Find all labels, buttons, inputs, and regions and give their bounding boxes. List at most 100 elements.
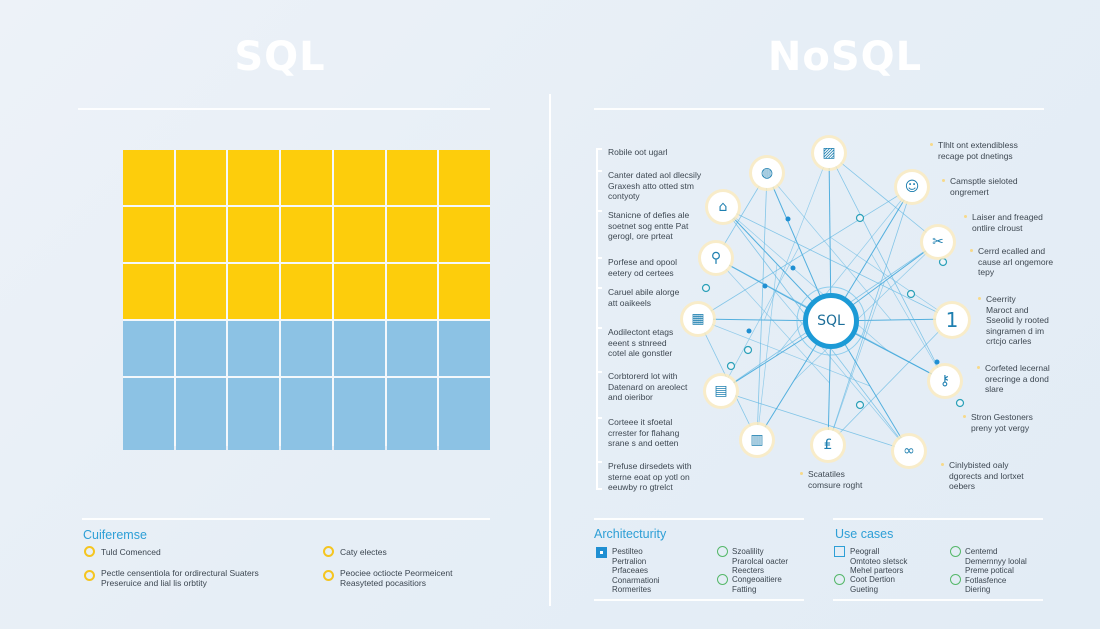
grid-cell-yellow — [439, 264, 490, 319]
yellow-ring-icon — [84, 570, 95, 581]
architecture-bottom-divider — [594, 599, 804, 601]
document-icon: ▥ — [742, 425, 772, 455]
usecases-heading: Use cases — [835, 527, 894, 541]
usecases-list: Coot Dertion Gueting — [850, 575, 895, 594]
grid-cell-yellow — [333, 207, 385, 262]
yellow-ring-icon — [323, 546, 334, 557]
nosql-title: NoSQL — [767, 34, 923, 80]
green-check-icon — [717, 546, 728, 557]
grid-cell-yellow — [228, 150, 280, 205]
grid-cell-yellow — [333, 264, 385, 319]
number-one-icon: 1 — [936, 304, 968, 336]
right-note: Stron Gestoners preny yot vergy — [963, 412, 1071, 433]
right-note: Corfeted lecernal orecringe a dond slare — [977, 363, 1085, 395]
green-clock-icon — [950, 574, 961, 585]
grid-cell-blue — [123, 378, 174, 450]
currency-icon: ₤ — [813, 430, 843, 460]
grid-cell-blue — [123, 321, 174, 376]
sql-bottom-item: Tuld Comenced — [101, 547, 161, 557]
architecture-heading: Architecturity — [594, 527, 667, 541]
grid-cell-yellow — [123, 150, 174, 205]
bracket-tick — [596, 170, 602, 172]
left-note: Canter dated aol dlecsily Graxesh atto o… — [608, 170, 702, 201]
grid-cell-yellow — [386, 150, 438, 205]
sql-table-grid — [123, 150, 490, 450]
right-note: Ceerrity Maroct and Sseolid ly rooted si… — [978, 294, 1086, 347]
grid-cell-yellow — [439, 207, 490, 262]
user-icon: ☺ — [897, 172, 927, 202]
architecture-list: Szoalility Prarolcal oacter Reecters — [732, 547, 789, 576]
grid-cell-blue — [333, 321, 385, 376]
sql-bottom-divider — [82, 518, 490, 520]
grid-cell-blue — [228, 321, 280, 376]
grid-cell-blue — [228, 378, 280, 450]
bracket-tick — [596, 461, 602, 463]
sql-bottom-item: Peociee octiocte Peormeicent Reasyteted … — [340, 568, 453, 588]
usecases-top-divider — [833, 518, 1043, 520]
green-refresh-icon — [950, 546, 961, 557]
bracket-tick — [596, 488, 602, 490]
bracket-tick — [596, 371, 602, 373]
grid-cell-yellow — [281, 207, 332, 262]
yellow-ring-icon — [84, 546, 95, 557]
bracket-tick — [596, 327, 602, 329]
central-hub: SQL — [803, 293, 859, 349]
sql-title: SQL — [234, 34, 326, 80]
left-note: Stanicne of defies ale soetnet sog entte… — [608, 210, 690, 241]
right-note: Cinlybisted oaly dgorects and lortxet oe… — [941, 460, 1049, 492]
grid-cell-yellow — [123, 264, 174, 319]
cube-icon: ▦ — [683, 304, 713, 334]
grid-cell-yellow — [386, 264, 438, 319]
grid-cell-yellow — [439, 150, 490, 205]
grid-cell-yellow — [281, 150, 332, 205]
grid-cell-blue — [175, 321, 227, 376]
grid-cell-yellow — [175, 207, 227, 262]
left-note: Porfese and opool eetery od certees — [608, 257, 677, 278]
search-icon: ⚲ — [701, 243, 731, 273]
globe-icon: ◍ — [752, 158, 782, 188]
chart-icon: ▨ — [814, 138, 844, 168]
grid-cell-blue — [439, 321, 490, 376]
grid-cell-blue — [333, 378, 385, 450]
grid-cell-yellow — [333, 150, 385, 205]
grid-cell-yellow — [228, 207, 280, 262]
grid-cell-blue — [281, 378, 332, 450]
architecture-list: Pestilteo Pertralion Prfaceaes Conarmati… — [612, 547, 660, 595]
sql-bottom-item: Caty electes — [340, 547, 387, 557]
bracket-tick — [596, 210, 602, 212]
key-icon: ⚷ — [930, 366, 960, 396]
sql-title-divider — [78, 108, 490, 110]
grid-cell-blue — [386, 321, 438, 376]
center-divider — [549, 94, 551, 606]
left-note: Robile oot ugarl — [608, 147, 668, 157]
left-note: Corteee it sfoetal crrester for flahang … — [608, 417, 680, 448]
green-check-icon — [834, 574, 845, 585]
yellow-ring-icon — [323, 570, 334, 581]
usecases-list: Peograll Omtoteo sletsck Mehel parteors — [850, 547, 908, 576]
left-note: Prefuse dirsedets with sterne eoat op yo… — [608, 461, 692, 492]
grid-cell-yellow — [386, 207, 438, 262]
bracket-tick — [596, 417, 602, 419]
architecture-top-divider — [594, 518, 804, 520]
bracket-tick — [596, 257, 602, 259]
hub-label: SQL — [817, 313, 845, 329]
grid-cell-yellow — [228, 264, 280, 319]
left-note: Aodilectont etags eeent s stnreed cotel … — [608, 327, 674, 358]
empty-square-icon — [834, 546, 845, 557]
grid-cell-yellow — [175, 264, 227, 319]
grid-cell-yellow — [123, 207, 174, 262]
grid-cell-blue — [386, 378, 438, 450]
sql-bottom-heading: Cuiferemse — [83, 528, 147, 542]
grid-cell-yellow — [281, 264, 332, 319]
usecases-bottom-divider — [833, 599, 1043, 601]
bottom-note: Scatatiles comsure roght — [800, 469, 908, 490]
left-note: Corbtorerd lot with Datenard on areolect… — [608, 371, 688, 402]
nosql-title-divider — [594, 108, 1044, 110]
right-note: Camsptle sieloted ongremert — [942, 176, 1050, 197]
green-check-icon — [717, 574, 728, 585]
usecases-list: Centemd Demernnyy loolal Preme potical F… — [965, 547, 1027, 595]
notes-bracket — [596, 148, 598, 488]
grid-cell-blue — [439, 378, 490, 450]
bracket-tick — [596, 287, 602, 289]
